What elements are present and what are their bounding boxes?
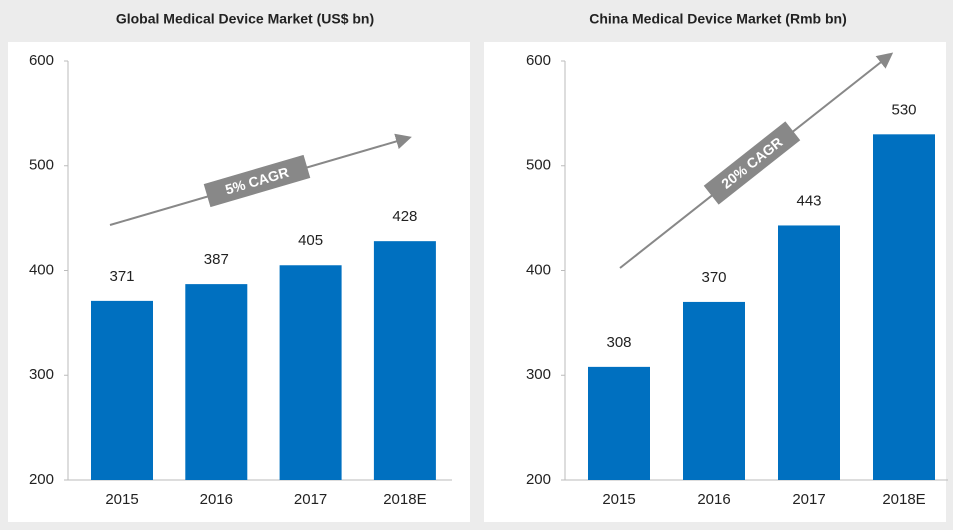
- value-label: 428: [392, 208, 417, 225]
- y-tick-label: 400: [29, 261, 54, 278]
- bar: [91, 300, 153, 480]
- x-tick-label: 2015: [105, 491, 138, 508]
- x-tick-label: 2017: [294, 491, 327, 508]
- y-tick-label: 200: [526, 471, 551, 488]
- y-tick-label: 500: [526, 157, 551, 174]
- y-tick-label: 300: [526, 366, 551, 383]
- value-label: 387: [204, 251, 229, 268]
- bar: [373, 241, 436, 480]
- bar: [778, 225, 840, 480]
- value-label: 405: [298, 232, 323, 249]
- x-tick-label: 2018E: [882, 491, 925, 508]
- x-tick-label: 2015: [602, 491, 635, 508]
- bar: [588, 366, 650, 480]
- value-label: 370: [701, 269, 726, 286]
- chart-title: Global Medical Device Market (US$ bn): [116, 11, 374, 27]
- bar: [683, 301, 745, 480]
- y-tick-label: 600: [526, 52, 551, 69]
- value-label: 443: [796, 192, 821, 209]
- value-label: 530: [891, 101, 916, 118]
- bar: [279, 265, 342, 480]
- y-tick-label: 500: [29, 157, 54, 174]
- y-tick-label: 400: [526, 261, 551, 278]
- y-tick-label: 300: [29, 366, 54, 383]
- bar: [873, 134, 935, 480]
- x-tick-label: 2016: [200, 491, 233, 508]
- x-tick-label: 2018E: [383, 491, 426, 508]
- x-tick-label: 2017: [792, 491, 825, 508]
- y-tick-label: 200: [29, 471, 54, 488]
- x-tick-label: 2016: [697, 491, 730, 508]
- value-label: 308: [606, 334, 631, 351]
- bar: [185, 284, 248, 480]
- value-label: 371: [109, 268, 134, 285]
- chart-title: China Medical Device Market (Rmb bn): [589, 11, 847, 27]
- y-tick-label: 600: [29, 52, 54, 69]
